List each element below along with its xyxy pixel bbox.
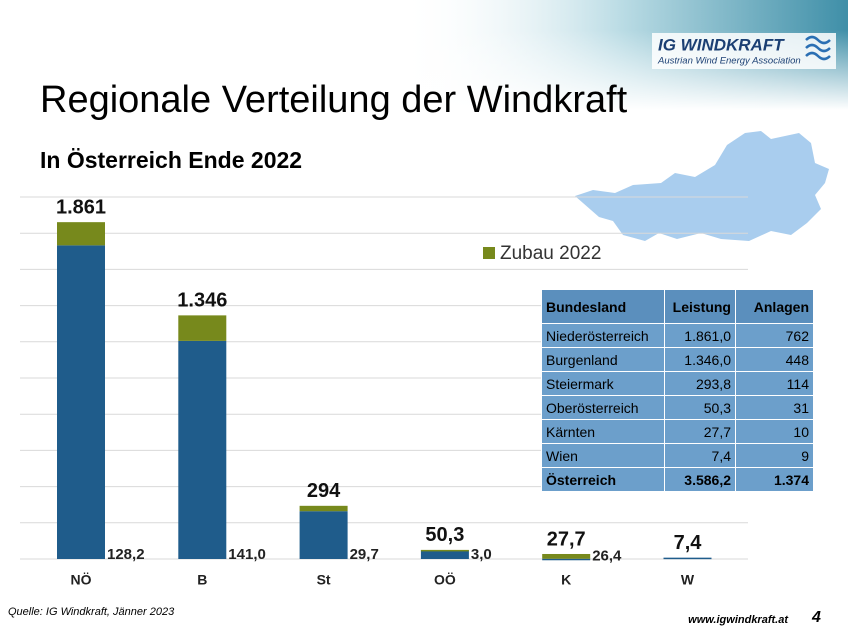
table-cell: Oberösterreich xyxy=(541,395,665,420)
table-cell: 7,4 xyxy=(664,443,736,468)
bar-segment xyxy=(57,245,105,559)
bar-segment xyxy=(178,340,227,559)
total-label: 50,3 xyxy=(425,524,464,546)
table-header-row: Bundesland Leistung Anlagen xyxy=(541,289,814,324)
table-header: Leistung xyxy=(664,289,736,324)
table-cell: 9 xyxy=(735,443,814,468)
segment-label: 29,7 xyxy=(350,546,379,563)
x-tick-label: St xyxy=(317,572,331,588)
table-cell: 1.861,0 xyxy=(664,323,736,348)
table-row: Wien 7,4 9 xyxy=(541,443,814,468)
table-cell: Niederösterreich xyxy=(541,323,665,348)
x-tick-label: K xyxy=(561,572,571,588)
x-tick-label: W xyxy=(681,572,695,588)
total-label: 1.346 xyxy=(177,290,227,312)
table-cell: 293,8 xyxy=(664,371,736,396)
total-label: 1.861 xyxy=(56,196,106,218)
logo: IG WINDKRAFT xyxy=(658,35,785,54)
table-cell: Wien xyxy=(541,443,665,468)
bar-segment xyxy=(420,549,469,552)
bar-segment xyxy=(542,553,591,559)
table-row: Oberösterreich 50,3 31 xyxy=(541,395,814,420)
x-tick-label: NÖ xyxy=(71,572,92,588)
segment-label: 26,4 xyxy=(592,547,622,564)
table-cell: 1.346,0 xyxy=(664,347,736,372)
x-tick-label: OÖ xyxy=(434,572,456,588)
total-label: 294 xyxy=(307,480,341,502)
table-cell: 50,3 xyxy=(664,395,736,420)
table-cell: Österreich xyxy=(541,467,665,492)
table-cell: 10 xyxy=(735,419,814,444)
table-cell: 114 xyxy=(735,371,814,396)
logo-icon xyxy=(805,35,831,61)
table-cell: 31 xyxy=(735,395,814,420)
segment-label: 3,0 xyxy=(471,546,492,563)
total-label: 27,7 xyxy=(547,528,586,550)
table-row: Steiermark 293,8 114 xyxy=(541,371,814,396)
data-table: Bundesland Leistung Anlagen Niederösterreic… xyxy=(541,289,814,492)
page-number: 4 xyxy=(811,609,821,626)
x-tick-label: B xyxy=(197,572,207,588)
table-row: Niederösterreich 1.861,0 762 xyxy=(541,323,814,348)
table-cell: 1.374 xyxy=(735,467,814,492)
bar-segment xyxy=(299,505,348,512)
table-cell: 27,7 xyxy=(664,419,736,444)
table-cell: Steiermark xyxy=(541,371,665,396)
bar-segment xyxy=(299,511,348,559)
total-label: 7,4 xyxy=(674,532,703,554)
austria-map xyxy=(575,131,829,241)
segment-label: 128,2 xyxy=(107,546,145,563)
table-cell: Burgenland xyxy=(541,347,665,372)
legend-swatch xyxy=(483,247,495,259)
logo-sub: Austrian Wind Energy Association xyxy=(657,56,801,67)
table-row: Burgenland 1.346,0 448 xyxy=(541,347,814,372)
table-row: Kärnten 27,7 10 xyxy=(541,419,814,444)
url: www.igwindkraft.at xyxy=(688,614,789,626)
bar-segment xyxy=(542,558,591,561)
table-header: Anlagen xyxy=(735,289,814,324)
table-header: Bundesland xyxy=(541,289,665,324)
bar-segment xyxy=(663,557,712,560)
legend-label: Zubau 2022 xyxy=(500,243,601,264)
bar-segment xyxy=(178,315,227,341)
bar-segment xyxy=(420,550,469,559)
table-cell: 3.586,2 xyxy=(664,467,736,492)
table-row: Österreich 3.586,2 1.374 xyxy=(541,467,814,492)
source: Quelle: IG Windkraft, Jänner 2023 xyxy=(8,606,175,618)
table-cell: 448 xyxy=(735,347,814,372)
table-cell: Kärnten xyxy=(541,419,665,444)
segment-label: 141,0 xyxy=(228,546,266,563)
subtitle: In Österreich Ende 2022 xyxy=(40,147,302,173)
table-cell: 762 xyxy=(735,323,814,348)
title: Regionale Verteilung der Windkraft xyxy=(40,79,628,121)
bar-segment xyxy=(57,222,105,246)
